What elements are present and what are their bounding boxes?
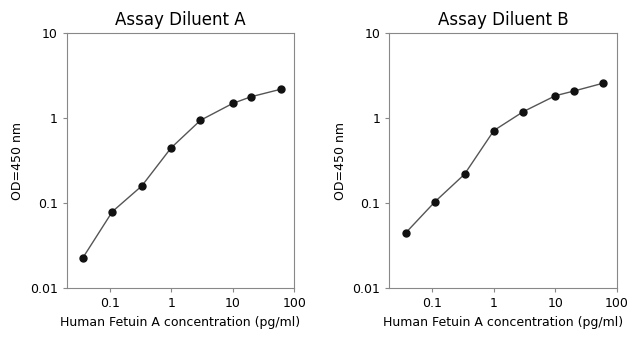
Y-axis label: OD=450 nm: OD=450 nm <box>334 122 347 200</box>
Title: Assay Diluent B: Assay Diluent B <box>438 11 568 29</box>
X-axis label: Human Fetuin A concentration (pg/ml): Human Fetuin A concentration (pg/ml) <box>383 316 623 329</box>
Y-axis label: OD=450 nm: OD=450 nm <box>11 122 24 200</box>
Title: Assay Diluent A: Assay Diluent A <box>115 11 246 29</box>
X-axis label: Human Fetuin A concentration (pg/ml): Human Fetuin A concentration (pg/ml) <box>60 316 300 329</box>
